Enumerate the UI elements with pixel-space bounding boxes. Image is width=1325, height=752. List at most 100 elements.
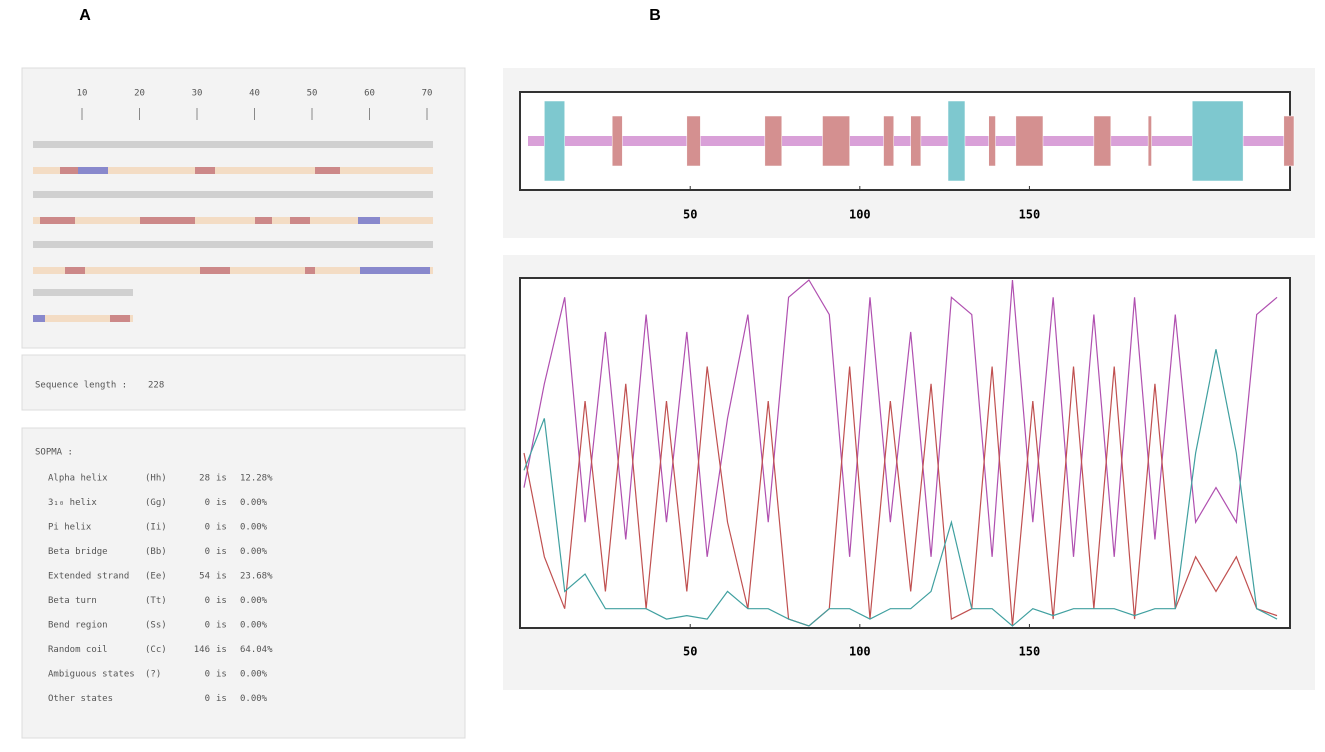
- state-count: 54: [199, 572, 210, 582]
- state-is: is: [216, 596, 227, 606]
- segment: [1191, 100, 1244, 182]
- state-mark: [358, 217, 380, 224]
- state-pct: 0.00%: [240, 596, 268, 606]
- state-strip: [33, 217, 433, 224]
- sequence-line: [33, 141, 433, 148]
- panel-label: B: [649, 7, 661, 24]
- segment: [947, 100, 966, 182]
- state-name: Ambiguous states: [48, 670, 135, 680]
- state-name: Other states: [48, 694, 113, 704]
- state-code: (Bb): [145, 547, 167, 557]
- segment: [686, 115, 701, 167]
- state-strip: [33, 315, 133, 322]
- state-is: is: [216, 621, 227, 631]
- segment: [764, 115, 783, 167]
- state-pct: 0.00%: [240, 498, 268, 508]
- state-name: Beta turn: [48, 596, 97, 606]
- ruler-label: 50: [307, 89, 318, 99]
- state-strip: [33, 267, 433, 274]
- state-mark: [60, 167, 80, 174]
- length-label: Sequence length :: [35, 381, 127, 391]
- state-mark: [33, 315, 45, 322]
- state-code: (Gg): [145, 498, 167, 508]
- stats-panel: [21, 427, 466, 739]
- sequence-panel: [21, 67, 466, 349]
- state-mark: [255, 217, 272, 224]
- state-mark: [305, 267, 315, 274]
- state-name: 3₁₀ helix: [48, 498, 97, 508]
- ruler-label: 10: [77, 89, 88, 99]
- state-count: 0: [205, 547, 210, 557]
- x-tick-label: 50: [683, 208, 697, 222]
- segment: [910, 115, 922, 167]
- state-count: 146: [194, 645, 210, 655]
- state-count: 28: [199, 474, 210, 484]
- state-count: 0: [205, 694, 210, 704]
- state-mark: [140, 217, 195, 224]
- state-code: (Ss): [145, 621, 167, 631]
- state-is: is: [216, 670, 227, 680]
- state-mark: [40, 217, 75, 224]
- probability-line: [523, 349, 1278, 627]
- state-name: Pi helix: [48, 523, 92, 533]
- segment: [1147, 115, 1152, 167]
- state-mark: [290, 217, 310, 224]
- probability-line: [523, 366, 1278, 627]
- segment: [611, 115, 623, 167]
- panel-label: A: [79, 7, 91, 24]
- method-label: SOPMA :: [35, 448, 73, 458]
- segment: [988, 115, 996, 167]
- state-name: Random coil: [48, 645, 108, 655]
- segment: [883, 115, 894, 167]
- ruler-label: 40: [249, 89, 260, 99]
- state-name: Alpha helix: [48, 474, 108, 484]
- state-is: is: [216, 694, 227, 704]
- segment: [1015, 115, 1044, 167]
- state-mark: [195, 167, 215, 174]
- length-value: 228: [148, 381, 164, 391]
- state-pct: 23.68%: [240, 572, 273, 582]
- x-tick-label: 100: [849, 645, 871, 659]
- state-is: is: [216, 572, 227, 582]
- coil-band: [528, 136, 1290, 146]
- sequence-line: [33, 191, 433, 198]
- state-is: is: [216, 645, 227, 655]
- state-name: Extended strand: [48, 572, 129, 582]
- sequence-line: [33, 289, 133, 296]
- state-pct: 12.28%: [240, 474, 273, 484]
- state-code: (Ii): [145, 523, 167, 533]
- state-mark: [360, 267, 430, 274]
- ruler-label: 60: [364, 89, 375, 99]
- length-panel: [21, 354, 466, 411]
- state-mark: [110, 315, 130, 322]
- state-count: 0: [205, 523, 210, 533]
- x-tick-label: 150: [1019, 645, 1041, 659]
- probability-line: [523, 279, 1278, 557]
- state-code: (Ee): [145, 572, 167, 582]
- state-code: (Tt): [145, 596, 167, 606]
- sequence-line: [33, 241, 433, 248]
- state-is: is: [216, 523, 227, 533]
- state-code: (Hh): [145, 474, 167, 484]
- ruler-label: 30: [192, 89, 203, 99]
- segment: [544, 100, 565, 182]
- ruler-label: 20: [134, 89, 145, 99]
- state-name: Bend region: [48, 621, 108, 631]
- segment: [1093, 115, 1112, 167]
- state-mark: [78, 167, 108, 174]
- state-name: Beta bridge: [48, 547, 108, 557]
- ruler-label: 70: [422, 89, 433, 99]
- state-pct: 64.04%: [240, 645, 273, 655]
- state-count: 0: [205, 670, 210, 680]
- plot-frame: [519, 277, 1291, 629]
- state-pct: 0.00%: [240, 670, 268, 680]
- state-count: 0: [205, 621, 210, 631]
- state-is: is: [216, 498, 227, 508]
- state-is: is: [216, 474, 227, 484]
- state-pct: 0.00%: [240, 523, 268, 533]
- state-pct: 0.00%: [240, 621, 268, 631]
- state-strip: [33, 167, 433, 174]
- state-pct: 0.00%: [240, 694, 268, 704]
- state-is: is: [216, 547, 227, 557]
